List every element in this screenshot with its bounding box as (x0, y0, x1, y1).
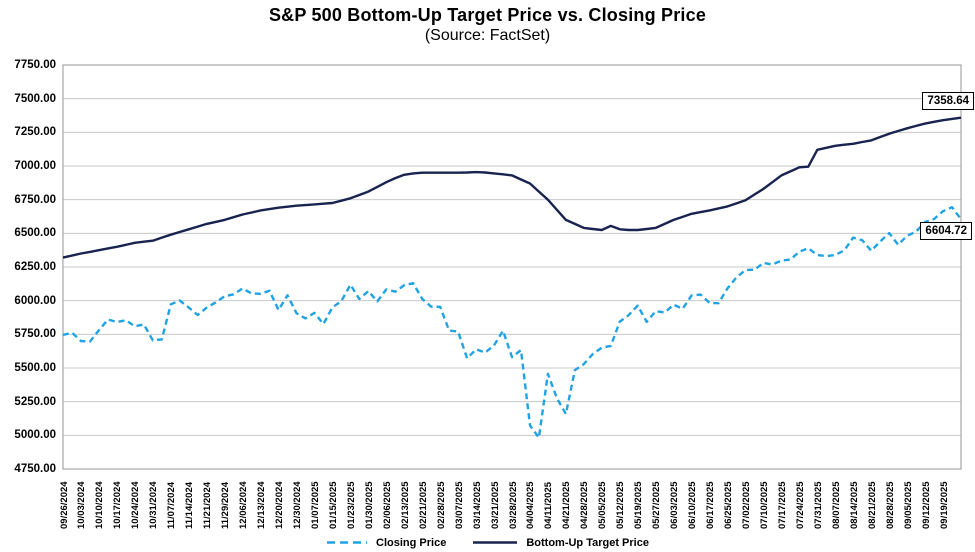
x-axis-label: 04/21/2025 (561, 481, 573, 529)
x-axis-label: 07/24/2025 (794, 481, 806, 529)
x-axis-label: 03/28/2025 (507, 481, 519, 529)
x-axis-label: 07/10/2025 (758, 481, 770, 529)
x-axis-label: 01/23/2025 (345, 481, 357, 529)
x-axis-label: 03/07/2025 (453, 481, 465, 529)
y-axis-label: 6500.00 (14, 227, 56, 240)
x-axis-label: 09/12/2025 (920, 481, 932, 529)
x-axis-label: 10/17/2024 (112, 481, 124, 529)
chart-subtitle: (Source: FactSet) (424, 27, 551, 44)
x-axis-label: 04/04/2025 (525, 481, 537, 529)
x-axis-label: 02/13/2025 (399, 481, 411, 529)
x-axis-label: 03/21/2025 (489, 481, 501, 529)
x-axis-label: 10/24/2024 (130, 481, 142, 529)
x-axis-label: 10/31/2024 (148, 481, 160, 529)
y-axis-label: 7750.00 (14, 59, 56, 71)
y-axis-label: 5250.00 (14, 395, 56, 408)
x-axis-label: 05/05/2025 (597, 481, 609, 529)
y-axis-label: 5500.00 (14, 362, 56, 374)
x-axis-label: 05/19/2025 (633, 481, 645, 529)
x-axis-label: 12/30/2024 (291, 481, 303, 529)
x-axis-label: 01/07/2025 (309, 481, 321, 529)
x-axis-label: 11/14/2024 (184, 481, 196, 529)
x-axis-label: 02/06/2025 (381, 481, 393, 529)
target-price-line-swatch (473, 541, 518, 544)
bottom-up-target-price-line (62, 116, 962, 259)
x-axis-label: 01/15/2025 (327, 481, 339, 529)
y-axis-label: 7500.00 (14, 92, 56, 105)
legend-label-target-price: Bottom-Up Target Price (526, 536, 649, 549)
legend: Closing Price Bottom-Up Target Price (0, 533, 975, 552)
x-axis-label: 08/07/2025 (830, 481, 842, 529)
x-axis-label: 06/10/2025 (687, 481, 699, 529)
x-axis-label: 04/11/2025 (543, 481, 555, 529)
x-axis-label: 09/26/2024 (58, 481, 70, 529)
x-axis-label: 11/07/2024 (166, 481, 178, 529)
closing-price-end-value-annotation: 6604.72 (920, 222, 972, 241)
chart-title: S&P 500 Bottom-Up Target Price vs. Closi… (268, 5, 707, 25)
x-axis-label: 04/28/2025 (579, 481, 591, 529)
x-axis-label: 09/19/2025 (938, 481, 950, 529)
x-axis-label: 06/03/2025 (669, 481, 681, 529)
x-axis-label: 12/20/2024 (274, 481, 286, 529)
x-axis-label: 01/30/2025 (363, 481, 375, 529)
y-axis-label: 7000.00 (14, 160, 56, 172)
legend-item-closing-price: Closing Price (326, 537, 446, 549)
y-axis-label: 5000.00 (14, 429, 56, 442)
y-axis-label: 6000.00 (14, 294, 56, 307)
y-axis-label: 6750.00 (14, 193, 56, 206)
y-axis-label: 6250.00 (14, 261, 56, 273)
y-axis-label: 5750.00 (14, 328, 56, 341)
x-axis-label: 12/13/2024 (256, 481, 268, 529)
x-axis-label: 08/14/2025 (848, 481, 860, 529)
closing-price-line (62, 205, 962, 439)
x-axis-label: 05/27/2025 (651, 481, 663, 529)
y-axis-label: 7250.00 (14, 126, 56, 139)
x-axis-label: 02/28/2025 (435, 481, 447, 529)
x-axis-label: 12/06/2024 (238, 481, 250, 529)
closing-price-line-swatch (327, 541, 368, 544)
legend-label-closing-price: Closing Price (376, 536, 447, 549)
y-axis-label: 4750.00 (14, 463, 56, 475)
x-axis-label: 07/17/2025 (776, 481, 788, 529)
x-axis-label: 10/03/2024 (76, 481, 88, 529)
x-axis-label: 07/02/2025 (740, 481, 752, 529)
x-axis-label: 08/28/2025 (884, 481, 896, 529)
target-price-end-value-annotation: 7358.64 (922, 91, 974, 110)
x-axis-label: 11/29/2024 (220, 481, 232, 529)
x-axis-label: 10/10/2024 (94, 481, 106, 529)
x-axis-label: 06/25/2025 (723, 481, 735, 529)
x-axis-label: 08/21/2025 (866, 481, 878, 529)
x-axis-label: 03/14/2025 (471, 481, 483, 529)
x-axis-label: 09/05/2025 (902, 481, 914, 529)
x-axis-label: 05/12/2025 (615, 481, 627, 529)
x-axis-label: 06/17/2025 (705, 481, 717, 529)
x-axis-label: 11/21/2024 (202, 481, 214, 529)
legend-item-target-price: Bottom-Up Target Price (472, 537, 649, 549)
x-axis-label: 02/21/2025 (417, 481, 429, 529)
plot-border (62, 64, 962, 470)
x-axis-label: 07/31/2025 (812, 481, 824, 529)
